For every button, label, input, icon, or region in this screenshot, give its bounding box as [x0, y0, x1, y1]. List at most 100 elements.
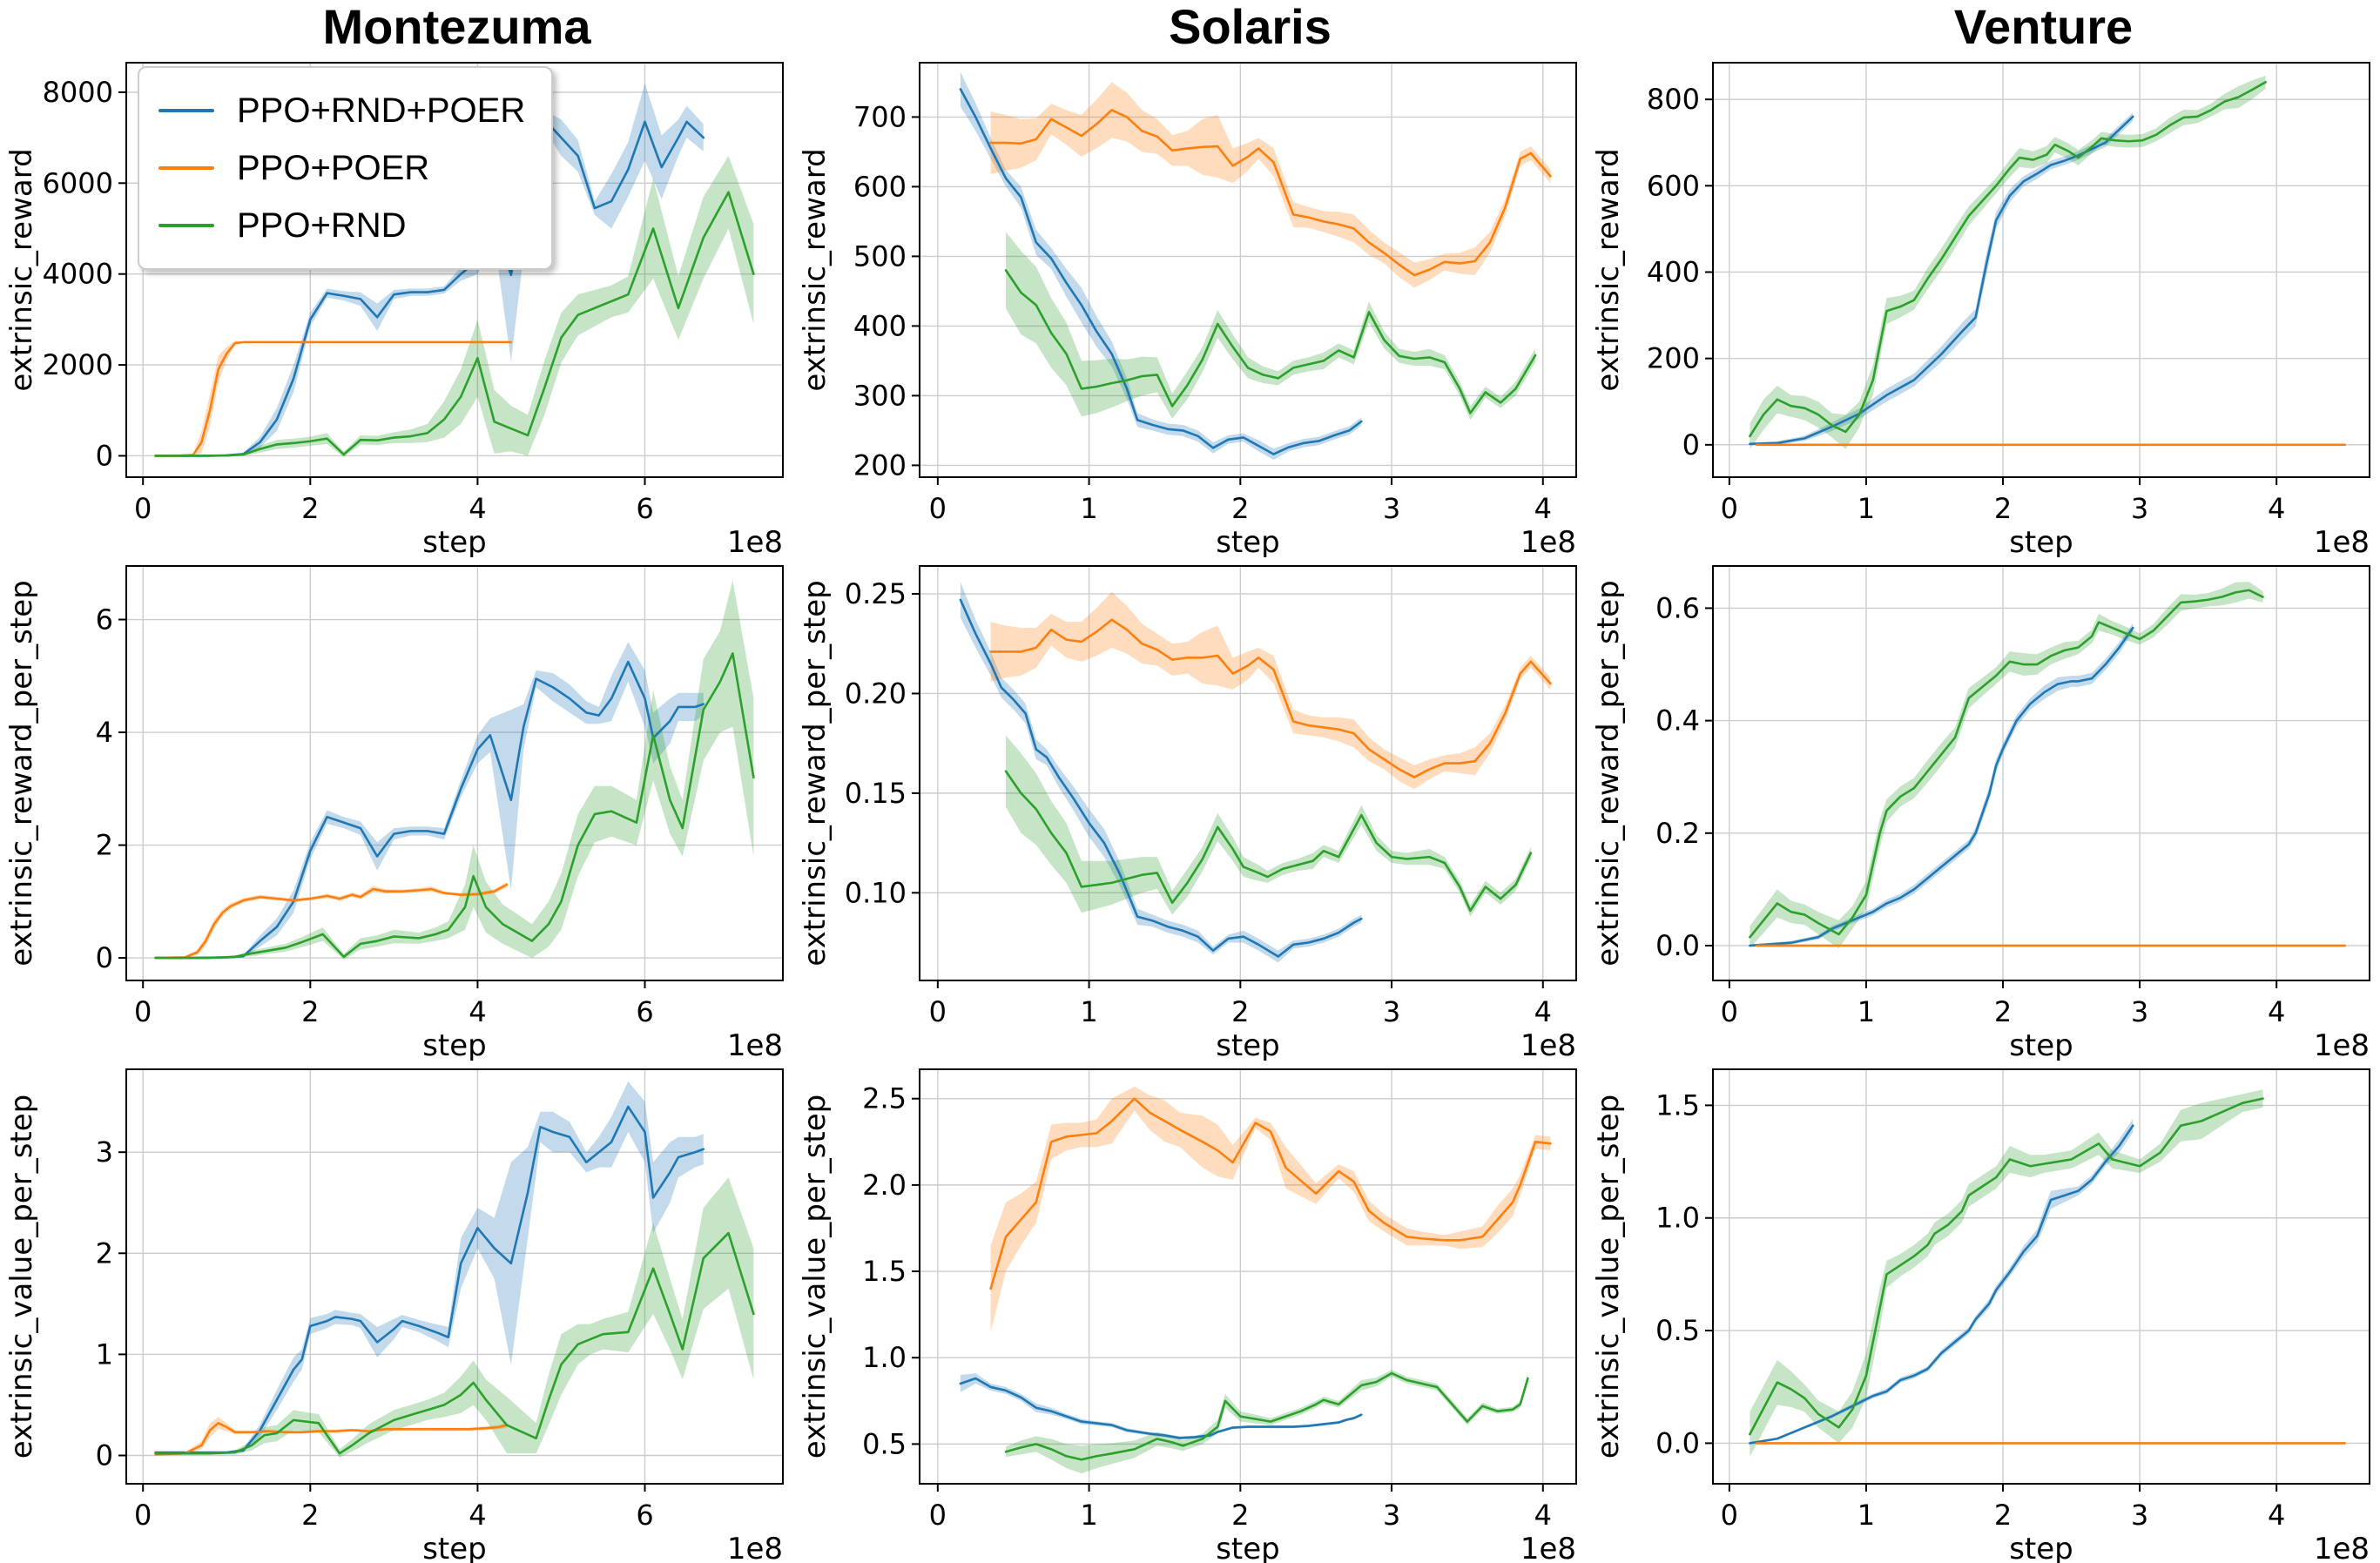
svg-text:2: 2	[301, 1499, 319, 1532]
svg-text:6: 6	[636, 995, 653, 1028]
chart-solaris-extrinsic-reward: 0 1 2 3 4 200 300 400 500 600 700 step 1e8 extrinsic_…	[798, 62, 1577, 560]
svg-text:2: 2	[96, 829, 113, 862]
svg-text:extrinsic_reward_per_step: extrinsic_reward_per_step	[798, 580, 833, 966]
column-title-montezuma: Montezuma	[322, 0, 591, 54]
svg-text:1e8: 1e8	[727, 1028, 783, 1061]
svg-text:4: 4	[469, 995, 486, 1028]
legend-label-ppo-poer: PPO+POER	[237, 148, 430, 187]
svg-text:0.0: 0.0	[1655, 1426, 1700, 1459]
legend-line-ppo-rnd-poer-icon	[158, 109, 214, 112]
svg-text:1: 1	[1857, 1499, 1875, 1532]
svg-text:1e8: 1e8	[2314, 1532, 2370, 1563]
svg-text:0.2: 0.2	[1655, 817, 1700, 850]
svg-text:0.0: 0.0	[1655, 929, 1700, 962]
svg-text:500: 500	[853, 239, 907, 273]
legend-label-ppo-rnd-poer: PPO+RND+POER	[237, 91, 526, 130]
svg-text:3: 3	[96, 1135, 113, 1169]
svg-text:6: 6	[636, 1499, 653, 1532]
charts-grid: 0 2 4 6 0 2000 4000 6000 8000 step 1e8 extrinsic_re…	[0, 54, 2380, 1563]
svg-text:0.6: 0.6	[1655, 591, 1700, 624]
svg-text:1: 1	[1080, 1499, 1097, 1532]
chart-cell-montezuma-extrinsic-value-per-step: 0 2 4 6 0 1 2 3 step 1e8 extrinsic_value_per_step	[0, 1061, 793, 1563]
svg-text:6000: 6000	[43, 166, 113, 199]
svg-text:2.0: 2.0	[862, 1169, 907, 1202]
svg-text:0: 0	[1682, 428, 1700, 461]
svg-text:1: 1	[1080, 995, 1097, 1028]
svg-text:4: 4	[2268, 492, 2285, 525]
svg-text:2000: 2000	[43, 348, 113, 381]
svg-text:extrinsic_reward_per_step: extrinsic_reward_per_step	[4, 580, 39, 966]
svg-text:1.0: 1.0	[1655, 1202, 1700, 1235]
svg-text:step: step	[422, 1532, 487, 1563]
svg-text:8000: 8000	[43, 76, 113, 109]
svg-text:extrinsic_reward: extrinsic_reward	[798, 148, 833, 391]
svg-text:200: 200	[1647, 342, 1700, 375]
svg-text:3: 3	[1383, 995, 1400, 1028]
svg-text:step: step	[2009, 1028, 2073, 1061]
svg-text:1e8: 1e8	[1520, 1532, 1576, 1563]
svg-text:0.5: 0.5	[862, 1427, 907, 1460]
chart-cell-venture-extrinsic-value-per-step: 0 1 2 3 4 0.0 0.5 1.0 1.5 step 1e8 extrinsic_value_…	[1587, 1061, 2380, 1563]
svg-text:1: 1	[1080, 492, 1097, 525]
svg-text:600: 600	[1647, 169, 1700, 202]
svg-text:700: 700	[853, 100, 907, 133]
svg-text:4: 4	[1534, 492, 1552, 525]
svg-text:2: 2	[301, 995, 319, 1028]
svg-text:1e8: 1e8	[727, 1532, 783, 1563]
svg-text:0: 0	[134, 492, 152, 525]
svg-text:0: 0	[96, 941, 113, 974]
svg-text:2.5: 2.5	[862, 1082, 907, 1115]
svg-text:4: 4	[469, 492, 486, 525]
svg-text:extrinsic_value_per_step: extrinsic_value_per_step	[4, 1095, 39, 1459]
chart-solaris-extrinsic-value-per-step: 0 1 2 3 4 0.5 1.0 1.5 2.0 2.5 step 1e8 extrinsic_val…	[798, 1068, 1577, 1563]
svg-text:300: 300	[853, 379, 907, 412]
svg-text:step: step	[1216, 525, 1280, 557]
svg-text:0.4: 0.4	[1655, 704, 1700, 738]
svg-text:0: 0	[96, 439, 113, 472]
chart-solaris-extrinsic-reward-per-step: 0 1 2 3 4 0.10 0.15 0.20 0.25 step 1e8 extrinsic_re…	[798, 565, 1577, 1063]
svg-text:2: 2	[301, 492, 319, 525]
column-title-venture: Venture	[1953, 0, 2134, 54]
svg-text:200: 200	[853, 448, 907, 482]
svg-text:0: 0	[929, 995, 947, 1028]
svg-text:1e8: 1e8	[1520, 1028, 1576, 1061]
chart-montezuma-extrinsic-reward: 0 2 4 6 0 2000 4000 6000 8000 step 1e8 extrinsic_re…	[4, 62, 784, 560]
svg-text:400: 400	[1647, 255, 1700, 288]
svg-text:600: 600	[853, 170, 907, 203]
svg-text:1e8: 1e8	[1520, 525, 1576, 557]
svg-text:0.25: 0.25	[845, 577, 907, 610]
chart-cell-montezuma-extrinsic-reward: 0 2 4 6 0 2000 4000 6000 8000 step 1e8 extrinsic_re…	[0, 54, 793, 560]
chart-cell-solaris-extrinsic-value-per-step: 0 1 2 3 4 0.5 1.0 1.5 2.0 2.5 step 1e8 extrinsic_val…	[793, 1061, 1587, 1563]
svg-text:0.5: 0.5	[1655, 1314, 1700, 1347]
chart-cell-venture-extrinsic-reward-per-step: 0 1 2 3 4 0.0 0.2 0.4 0.6 step 1e8 extrinsic_reward…	[1587, 557, 2380, 1063]
legend: PPO+RND+POER PPO+POER PPO+RND	[138, 66, 554, 270]
chart-venture-extrinsic-value-per-step: 0 1 2 3 4 0.0 0.5 1.0 1.5 step 1e8 extrinsic_value_…	[1591, 1068, 2370, 1563]
chart-montezuma-extrinsic-reward-per-step: 0 2 4 6 0 2 4 6 step 1e8 extrinsic_reward_per_step	[4, 565, 784, 1063]
svg-text:4: 4	[96, 716, 113, 749]
svg-text:1e8: 1e8	[2314, 525, 2370, 557]
legend-item-ppo-rnd-poer: PPO+RND+POER	[158, 82, 525, 139]
svg-text:2: 2	[1994, 1499, 2012, 1532]
chart-cell-venture-extrinsic-reward: 0 1 2 3 4 0 200 400 600 800 step 1e8 extrinsic_rewar…	[1587, 54, 2380, 560]
svg-text:4: 4	[2268, 995, 2285, 1028]
svg-text:step: step	[1216, 1532, 1280, 1563]
svg-text:0: 0	[929, 1499, 947, 1532]
svg-text:1e8: 1e8	[727, 525, 783, 557]
svg-text:4000: 4000	[43, 258, 113, 291]
svg-text:0.20: 0.20	[845, 677, 907, 710]
chart-cell-solaris-extrinsic-reward-per-step: 0 1 2 3 4 0.10 0.15 0.20 0.25 step 1e8 extrinsic_re…	[793, 557, 1587, 1063]
svg-text:3: 3	[2131, 1499, 2148, 1532]
svg-text:extrinsic_value_per_step: extrinsic_value_per_step	[798, 1095, 833, 1459]
svg-text:step: step	[422, 1028, 487, 1061]
svg-text:1: 1	[1857, 492, 1875, 525]
svg-text:1.0: 1.0	[862, 1341, 907, 1374]
svg-text:1.5: 1.5	[1655, 1088, 1700, 1122]
svg-text:4: 4	[2268, 1499, 2285, 1532]
svg-text:2: 2	[1994, 492, 2012, 525]
chart-venture-extrinsic-reward: 0 1 2 3 4 0 200 400 600 800 step 1e8 extrinsic_rewar…	[1591, 62, 2370, 560]
svg-text:0: 0	[929, 492, 947, 525]
legend-line-ppo-poer-icon	[158, 166, 214, 170]
svg-text:0: 0	[1721, 995, 1738, 1028]
column-title-solaris: Solaris	[1169, 0, 1332, 54]
